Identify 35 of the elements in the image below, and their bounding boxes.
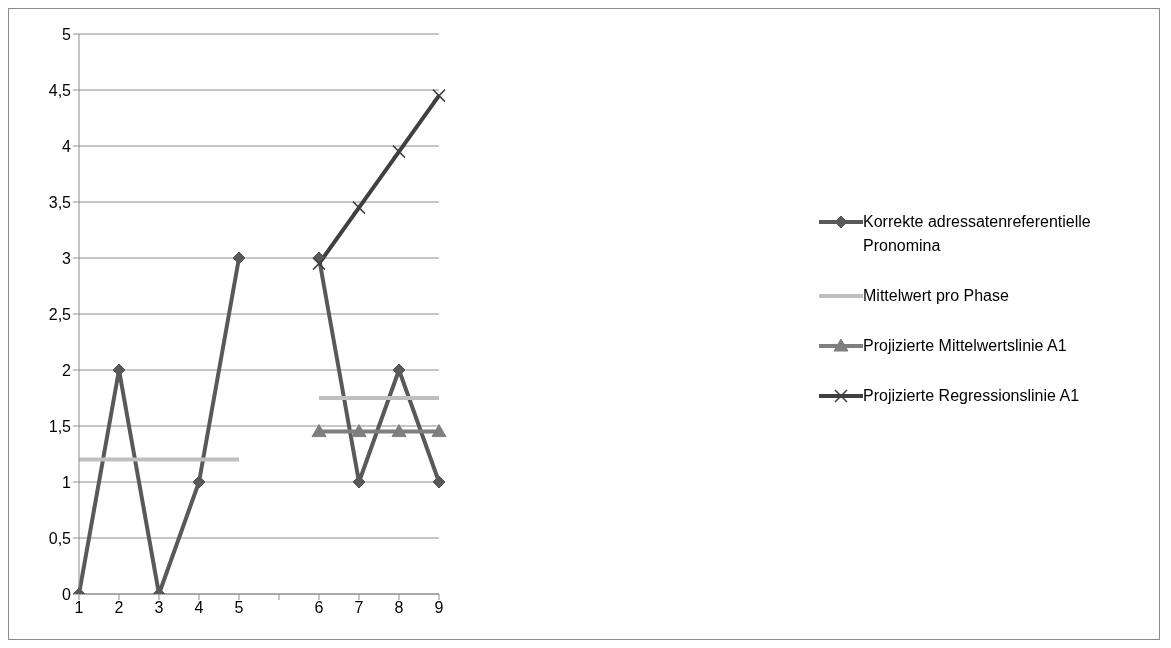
point [232,251,246,265]
y-tick-label: 3 [62,249,72,267]
point [432,88,446,103]
y-tick-label: 0 [62,585,72,603]
legend-label: Mittelwert pro Phase [863,286,1010,306]
y-tick-label: 1,5 [48,417,72,435]
point [352,200,366,215]
y-tick-label: 1 [62,473,72,491]
point [312,256,326,271]
x-tick-label: 9 [434,599,444,617]
y-tick-label: 2 [62,361,72,379]
x-tick-label: 8 [394,599,404,617]
x-tick-label: 2 [114,599,124,617]
legend-label: Projizierte Regressionslinie A1 [863,386,1081,406]
point [392,144,406,159]
x-tick-label: 7 [354,599,364,617]
y-tick-label: 3,5 [48,193,72,211]
legend-label: Korrekte adressatenreferentielle Pronomina [863,212,1092,256]
x-tick-label: 1 [74,599,84,617]
x-tick-label: 4 [194,599,204,617]
y-tick-label: 2,5 [48,305,72,323]
legend-label: Projizierte Mittelwertslinie A1 [863,336,1068,356]
point [391,424,407,438]
x-tick-label: 3 [154,599,164,617]
point [351,424,367,438]
x-tick-label: 5 [234,599,244,617]
point [431,424,447,438]
y-tick-label: 4 [62,137,72,155]
y-tick-label: 4,5 [48,81,72,99]
y-tick-label: 0,5 [48,529,72,547]
point [192,475,206,489]
x-tick-label: 6 [314,599,324,617]
point [311,424,327,438]
point [432,475,446,489]
y-tick-label: 5 [62,25,72,43]
